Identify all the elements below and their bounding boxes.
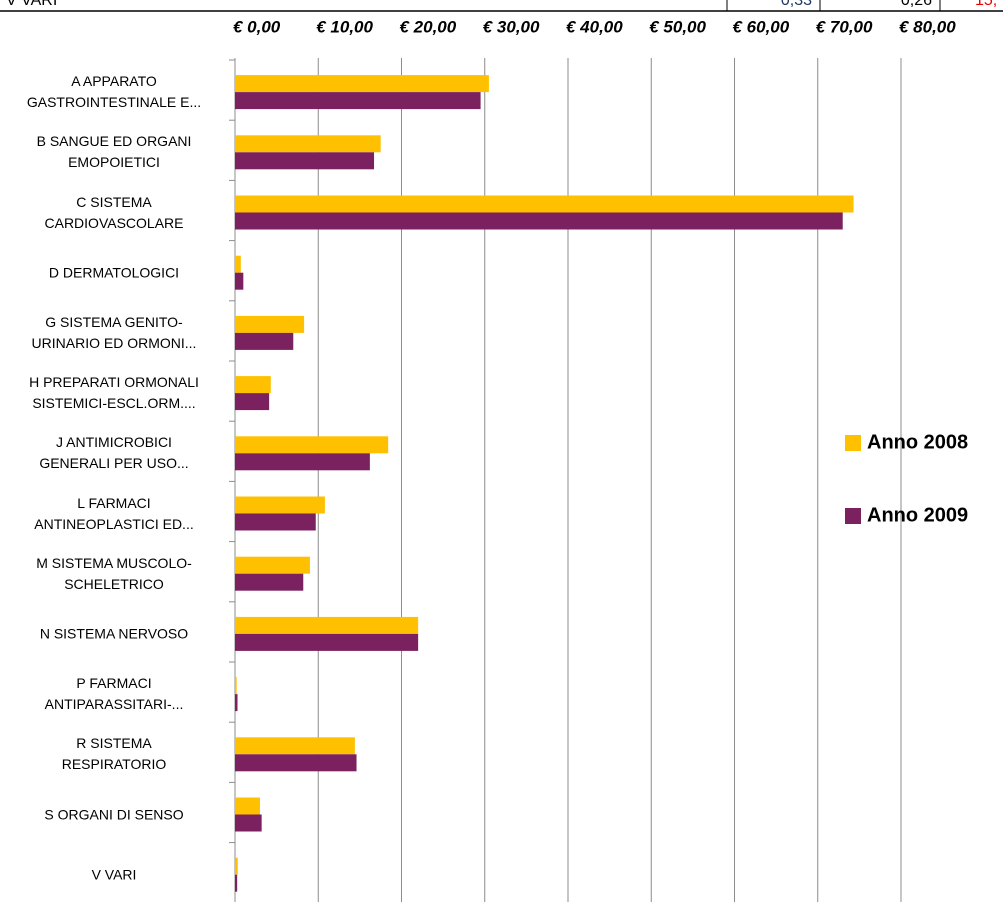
y-tick-label: G SISTEMA GENITO- URINARIO ED ORMONI...: [31, 313, 197, 351]
y-tick-label: B SANGUE ED ORGANI EMOPOIETICI: [36, 133, 192, 171]
legend-label: Anno 2008: [867, 431, 968, 453]
bar: [235, 874, 238, 892]
bar: [235, 616, 419, 634]
x-tick-label: € 10,00: [316, 17, 373, 36]
bar: [235, 315, 305, 333]
bar: [235, 272, 244, 290]
y-tick-label: L FARMACI ANTINEOPLASTICI ED...: [34, 494, 194, 532]
bar: [235, 797, 260, 815]
y-tick-label: H PREPARATI ORMONALI SISTEMICI-ESCL.ORM.…: [29, 374, 199, 412]
y-tick-label: R SISTEMA RESPIRATORIO: [61, 735, 167, 773]
y-tick-label: D DERMATOLOGICI: [48, 264, 180, 281]
legend-swatch: [845, 508, 861, 524]
bar: [235, 92, 481, 110]
y-tick-label: N SISTEMA NERVOSO: [39, 625, 189, 642]
bar: [235, 677, 237, 695]
bar: [235, 737, 355, 755]
bar: [235, 212, 843, 230]
bar: [235, 75, 489, 93]
bar: [235, 135, 381, 153]
table-cell: 0,26: [901, 0, 932, 9]
x-tick-label: € 70,00: [816, 17, 873, 36]
x-tick-label: € 80,00: [899, 17, 956, 36]
table-cell: 0,33: [781, 0, 812, 9]
y-tick-label: S ORGANI DI SENSO: [44, 806, 184, 822]
legend-label: Anno 2009: [867, 504, 968, 526]
x-tick-label: € 20,00: [400, 17, 457, 36]
x-tick-label: € 60,00: [733, 17, 790, 36]
bar: [235, 332, 294, 350]
y-tick-label: M SISTEMA MUSCOLO- SCHELETRICO: [36, 554, 192, 592]
bar: [235, 376, 271, 394]
y-tick-label: C SISTEMA CARDIOVASCOLARE: [44, 193, 184, 231]
x-tick-label: € 0,00: [233, 17, 281, 36]
bar: [235, 556, 310, 574]
bar: [235, 814, 262, 832]
bar: [235, 573, 304, 591]
bar: [235, 195, 854, 213]
bar: [235, 694, 238, 712]
x-tick-label: € 30,00: [483, 17, 540, 36]
bar: [235, 255, 241, 273]
bar: [235, 453, 370, 471]
y-tick-label: A APPARATO GASTROINTESTINALE E...: [26, 73, 202, 111]
bar: [235, 496, 325, 514]
y-tick-label: J ANTIMICROBICI GENERALI PER USO...: [39, 434, 189, 472]
bar: [235, 513, 316, 531]
table-cell: V VARI: [6, 0, 57, 9]
bar: [235, 152, 375, 170]
legend-swatch: [845, 435, 861, 451]
y-tick-label: P FARMACI ANTIPARASSITARI-...: [44, 675, 184, 713]
y-tick-label: V VARI: [91, 866, 137, 883]
bar: [235, 393, 270, 411]
bar: [235, 857, 238, 875]
x-tick-label: € 40,00: [566, 17, 623, 36]
table-cell: 15,: [975, 0, 997, 9]
x-tick-label: € 50,00: [649, 17, 706, 36]
bar: [235, 633, 419, 651]
bar: [235, 436, 389, 454]
bar: [235, 754, 357, 772]
